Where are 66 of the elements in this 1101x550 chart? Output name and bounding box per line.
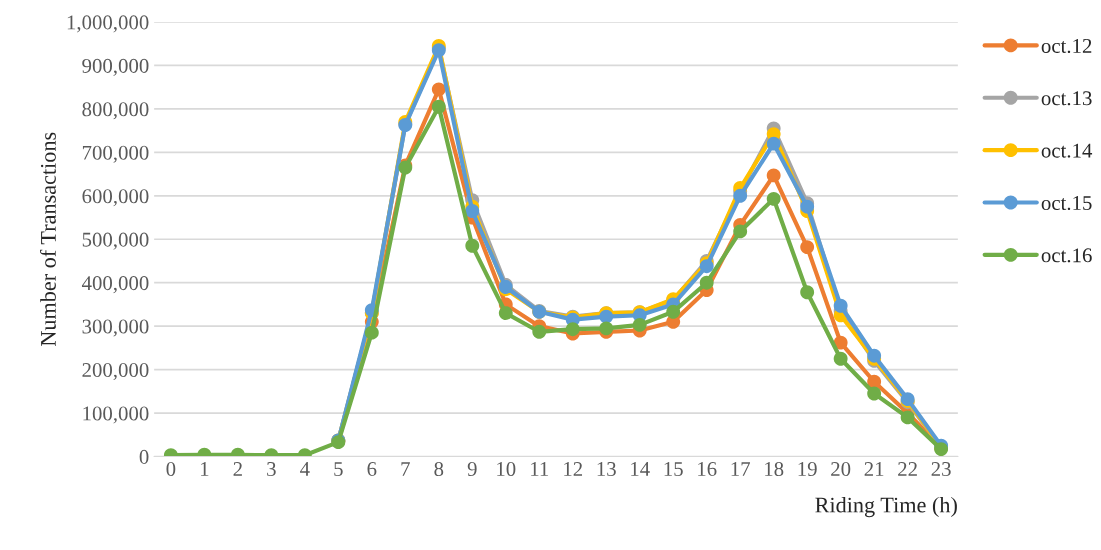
point <box>867 374 882 389</box>
y-tick-label: 1,000,000 <box>67 15 149 33</box>
x-tick-label: 11 <box>531 462 549 476</box>
point <box>733 224 748 239</box>
y-tick-label: 400,000 <box>81 276 149 294</box>
x-tick-label: 20 <box>831 461 851 477</box>
x-tick-label: 12 <box>564 462 583 476</box>
x-tick-label: 17 <box>731 462 751 476</box>
point <box>800 240 815 255</box>
point <box>666 304 681 319</box>
point <box>833 351 848 366</box>
x-tick-label: 5 <box>334 462 343 477</box>
x-tick-label: 0 <box>166 461 176 477</box>
x-tick-label: 10 <box>497 461 516 477</box>
point <box>498 306 513 321</box>
y-tick-label: 100,000 <box>83 406 149 424</box>
y-tick-label: 800,000 <box>82 102 149 120</box>
legend-label: oct.16 <box>1041 248 1092 263</box>
x-tick-label: 19 <box>798 462 817 477</box>
x-tick-label: 21 <box>864 462 884 476</box>
y-tick-label: 0 <box>139 449 149 464</box>
point <box>867 386 882 401</box>
point <box>465 204 480 218</box>
y-tick-label: 300,000 <box>82 319 149 337</box>
x-tick-label: 3 <box>267 462 276 477</box>
x-tick-label: 7 <box>401 462 410 476</box>
x-tick-label: 18 <box>765 461 784 477</box>
point <box>766 136 781 151</box>
x-tick-label: 2 <box>233 462 242 476</box>
y-axis-title: Number of Transactions <box>40 132 56 347</box>
y-tick-label: 700,000 <box>82 145 149 163</box>
legend-label: oct.12 <box>1041 38 1092 54</box>
point <box>364 325 379 340</box>
point <box>431 99 446 114</box>
x-tick-label: 6 <box>367 462 377 477</box>
y-tick-label: 600,000 <box>82 189 149 207</box>
x-tick-label: 4 <box>300 462 310 476</box>
point <box>465 238 480 253</box>
x-tick-label: 14 <box>631 462 650 476</box>
point <box>733 188 748 203</box>
point <box>833 298 848 313</box>
point <box>766 168 781 183</box>
point <box>833 335 848 350</box>
y-tick-label: 200,000 <box>82 362 149 381</box>
point <box>800 285 815 300</box>
legend-label: oct.13 <box>1041 91 1092 106</box>
y-tick-label: 900,000 <box>82 58 149 76</box>
x-tick-label: 9 <box>467 462 477 477</box>
point <box>699 275 714 290</box>
legend-label: oct.14 <box>1041 143 1093 158</box>
x-tick-label: 1 <box>201 462 209 476</box>
x-tick-label: 8 <box>434 461 444 477</box>
x-tick-label: 15 <box>664 462 683 477</box>
point <box>632 317 647 332</box>
legend-label: oct.15 <box>1041 196 1092 211</box>
point <box>900 410 915 425</box>
x-tick-label: 23 <box>931 462 951 477</box>
point <box>431 82 446 97</box>
x-tick-label: 16 <box>698 462 717 477</box>
x-tick-label: 13 <box>597 462 616 477</box>
x-axis-title: Riding Time (h) <box>815 496 957 518</box>
x-tick-label: 22 <box>898 462 917 476</box>
point <box>766 191 781 206</box>
y-tick-label: 500,000 <box>82 232 149 250</box>
point <box>532 324 547 339</box>
point <box>565 322 580 337</box>
